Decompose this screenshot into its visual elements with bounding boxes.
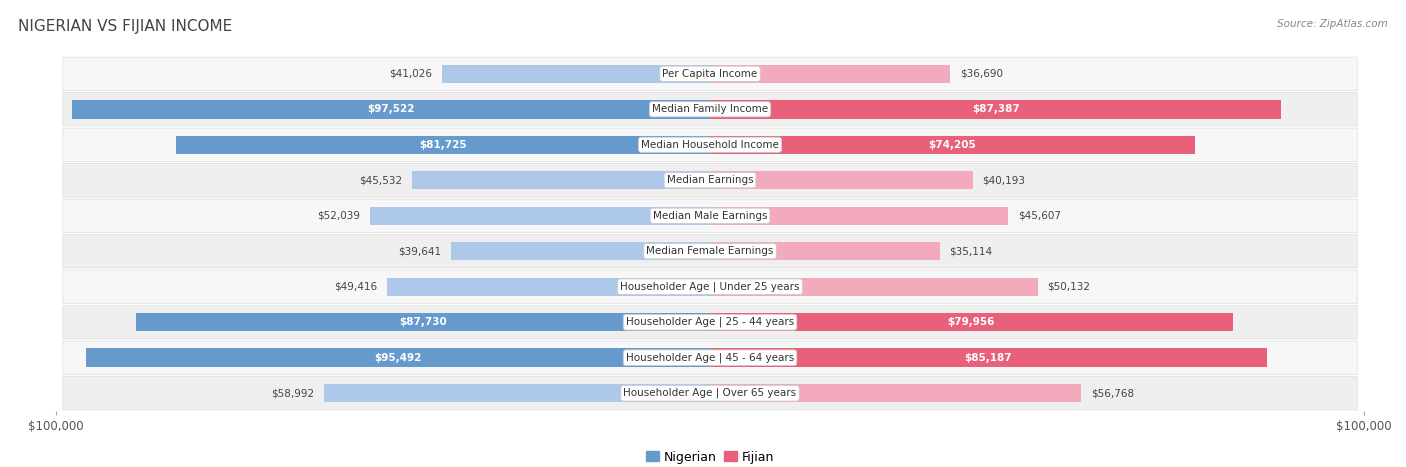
FancyBboxPatch shape <box>63 376 1357 410</box>
Text: $41,026: $41,026 <box>389 69 432 79</box>
Text: $81,725: $81,725 <box>419 140 467 150</box>
FancyBboxPatch shape <box>63 341 1357 375</box>
Bar <box>136 313 710 332</box>
Bar <box>325 384 710 403</box>
Text: Source: ZipAtlas.com: Source: ZipAtlas.com <box>1277 19 1388 28</box>
Bar <box>387 277 710 296</box>
Text: $45,532: $45,532 <box>360 175 402 185</box>
Text: $87,387: $87,387 <box>972 104 1019 114</box>
Text: $39,641: $39,641 <box>398 246 441 256</box>
Bar <box>412 171 710 190</box>
Bar <box>710 64 950 83</box>
Text: Householder Age | 25 - 44 years: Householder Age | 25 - 44 years <box>626 317 794 327</box>
Bar <box>710 384 1081 403</box>
Legend: Nigerian, Fijian: Nigerian, Fijian <box>641 446 779 467</box>
Text: $40,193: $40,193 <box>983 175 1025 185</box>
Text: $95,492: $95,492 <box>374 353 422 363</box>
Bar <box>441 64 710 83</box>
Text: $45,607: $45,607 <box>1018 211 1062 221</box>
Text: $87,730: $87,730 <box>399 317 447 327</box>
Bar <box>73 100 710 119</box>
Bar <box>710 171 973 190</box>
FancyBboxPatch shape <box>63 305 1357 339</box>
Text: Householder Age | 45 - 64 years: Householder Age | 45 - 64 years <box>626 353 794 363</box>
Text: Median Earnings: Median Earnings <box>666 175 754 185</box>
FancyBboxPatch shape <box>63 199 1357 233</box>
Text: $52,039: $52,039 <box>316 211 360 221</box>
Bar <box>710 313 1233 332</box>
Bar <box>710 242 939 261</box>
Bar <box>710 277 1038 296</box>
Text: $56,768: $56,768 <box>1091 388 1135 398</box>
Bar <box>86 348 710 367</box>
Text: $35,114: $35,114 <box>949 246 993 256</box>
Text: Householder Age | Under 25 years: Householder Age | Under 25 years <box>620 282 800 292</box>
FancyBboxPatch shape <box>63 163 1357 197</box>
FancyBboxPatch shape <box>63 128 1357 162</box>
Bar <box>710 100 1281 119</box>
Bar <box>710 206 1008 225</box>
Text: NIGERIAN VS FIJIAN INCOME: NIGERIAN VS FIJIAN INCOME <box>18 19 232 34</box>
Bar <box>451 242 710 261</box>
Text: $85,187: $85,187 <box>965 353 1012 363</box>
Text: $58,992: $58,992 <box>271 388 315 398</box>
Text: Median Family Income: Median Family Income <box>652 104 768 114</box>
FancyBboxPatch shape <box>63 92 1357 126</box>
Bar <box>710 135 1195 154</box>
Bar <box>710 348 1267 367</box>
Text: Per Capita Income: Per Capita Income <box>662 69 758 79</box>
FancyBboxPatch shape <box>63 270 1357 304</box>
Text: $97,522: $97,522 <box>367 104 415 114</box>
Text: $49,416: $49,416 <box>335 282 377 292</box>
Text: Median Male Earnings: Median Male Earnings <box>652 211 768 221</box>
FancyBboxPatch shape <box>63 57 1357 91</box>
Bar <box>370 206 710 225</box>
Text: Median Household Income: Median Household Income <box>641 140 779 150</box>
FancyBboxPatch shape <box>63 234 1357 268</box>
Bar <box>176 135 710 154</box>
Text: $79,956: $79,956 <box>948 317 995 327</box>
Text: Median Female Earnings: Median Female Earnings <box>647 246 773 256</box>
Text: $74,205: $74,205 <box>929 140 977 150</box>
Text: Householder Age | Over 65 years: Householder Age | Over 65 years <box>623 388 797 398</box>
Text: $50,132: $50,132 <box>1047 282 1091 292</box>
Text: $36,690: $36,690 <box>960 69 1002 79</box>
